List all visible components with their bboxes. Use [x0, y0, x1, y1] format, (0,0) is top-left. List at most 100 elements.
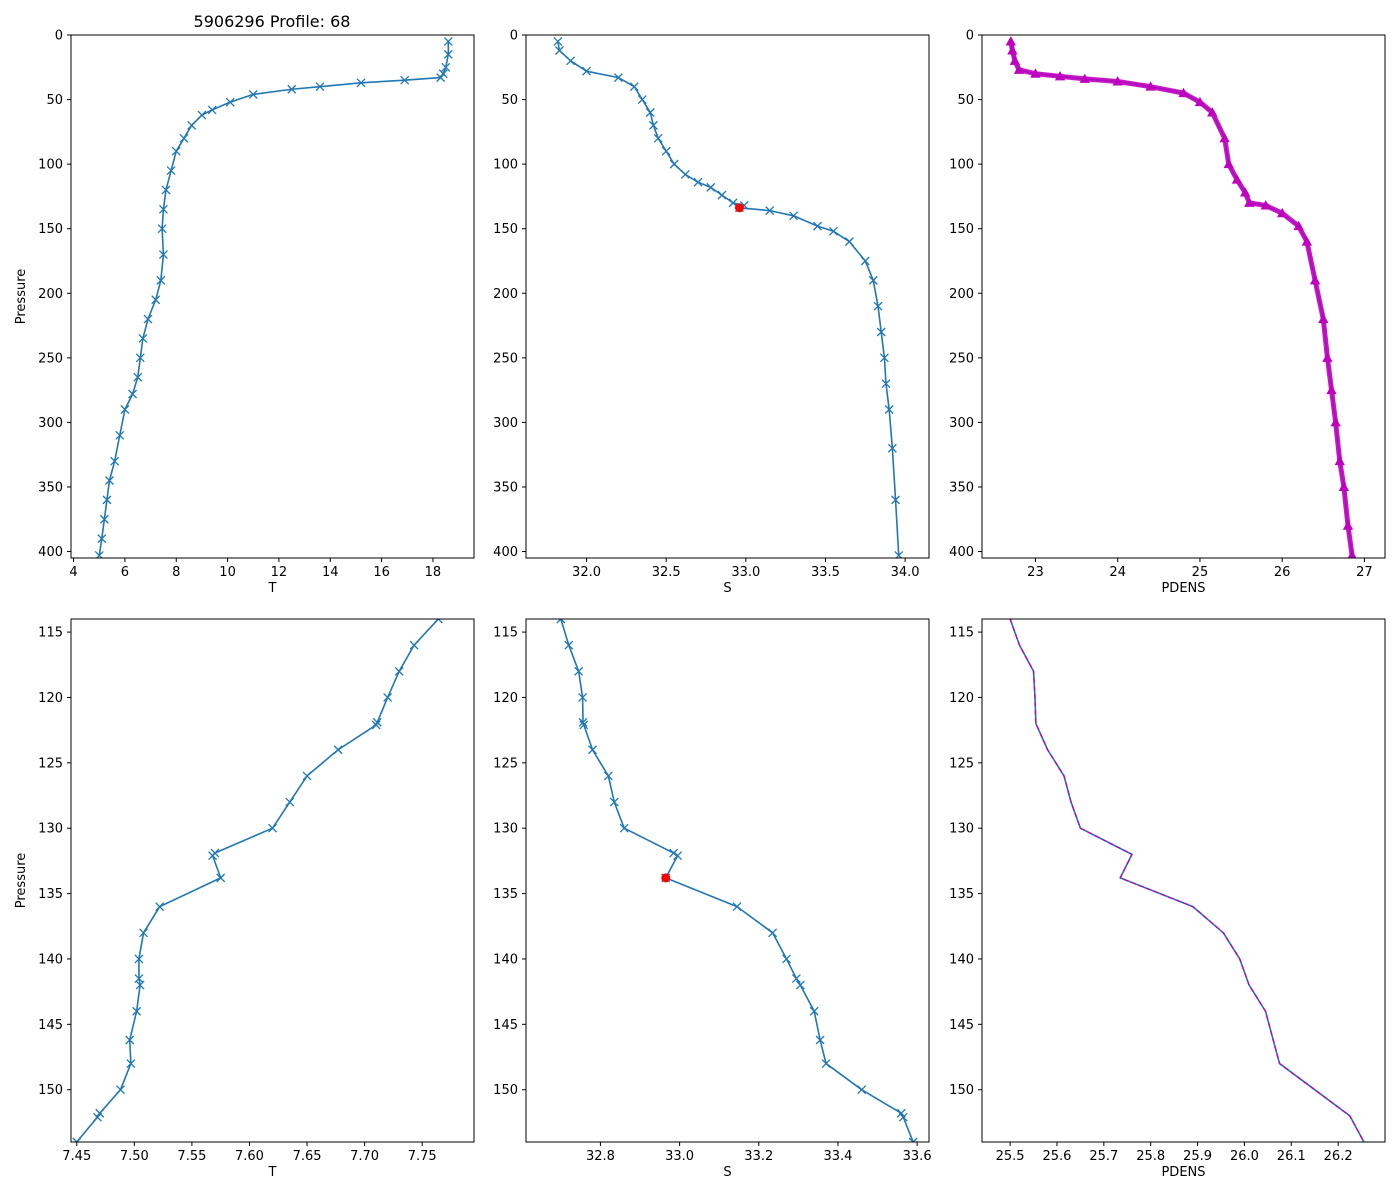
x-tick-label: 33.4: [823, 1149, 852, 1164]
data-point: [134, 954, 144, 964]
data-point: [884, 405, 894, 414]
data-point: [613, 73, 623, 83]
data-layer: [94, 36, 453, 558]
y-tick-label: 300: [493, 416, 518, 431]
x-tick-label: 16: [373, 565, 390, 580]
data-point: [287, 84, 297, 94]
panels: 4 6 8 10 12 14 16 18050100150200250300350400TPr…: [14, 29, 1386, 1180]
axes-frame: [70, 618, 475, 1143]
y-tick-label: 120: [493, 691, 518, 706]
data-point: [93, 1112, 102, 1122]
data-point: [433, 619, 443, 624]
data-point: [285, 797, 295, 807]
data-point: [873, 301, 883, 311]
x-tick-label: 7.65: [293, 1149, 322, 1164]
data-point: [789, 211, 799, 221]
y-tick-label: 400: [38, 545, 63, 560]
data-point: [881, 379, 891, 389]
data-point: [782, 954, 791, 964]
x-tick-label: 18: [425, 565, 442, 580]
series-line: [1010, 41, 1353, 556]
y-tick-label: 350: [38, 480, 63, 495]
data-point: [768, 928, 778, 938]
data-layer: [72, 619, 443, 1142]
data-point: [126, 1059, 136, 1069]
x-tick-label: 7.60: [235, 1149, 264, 1164]
data-point: [409, 640, 419, 650]
y-tick-label: 125: [949, 756, 974, 771]
data-point: [125, 1035, 135, 1045]
data-point: [102, 495, 112, 505]
x-axis-label: T: [268, 581, 277, 596]
x-tick-label: 23: [1027, 565, 1044, 580]
data-point: [609, 797, 619, 807]
y-tick-label: 0: [55, 29, 63, 44]
data-point: [333, 745, 343, 755]
y-tick-label: 400: [949, 545, 974, 560]
data-point: [669, 848, 679, 858]
y-tick-label: 200: [38, 287, 63, 302]
x-tick-label: 7.55: [177, 1149, 206, 1164]
x-axis-label: T: [268, 1165, 277, 1180]
data-point: [151, 295, 161, 305]
panel-T_zoom: 7.45 7.50 7.55 7.60 7.65 7.70 7.75 115 120 125 130…: [14, 618, 475, 1180]
y-tick-label: 140: [949, 952, 974, 967]
data-point: [158, 204, 168, 214]
data-point: [207, 105, 217, 115]
y-tick-label: 120: [949, 691, 974, 706]
data-point: [443, 36, 453, 46]
data-point: [400, 75, 410, 85]
data-point: [248, 89, 258, 99]
x-tick-label: 7.45: [62, 1149, 91, 1164]
panel-S_full: 32.0 32.5 33.0 33.5 34.0 0 50 100 150 200 250 300 35…: [493, 29, 930, 596]
data-point: [179, 133, 189, 143]
x-tick-label: 33.5: [811, 565, 840, 580]
x-tick-label: 33.0: [665, 1149, 694, 1164]
x-tick-label: 32.8: [586, 1149, 615, 1164]
axes-frame: [981, 34, 1386, 559]
y-tick-label: 115: [949, 626, 974, 641]
y-tick-label: 135: [949, 887, 974, 902]
y-tick-label: 130: [38, 822, 63, 837]
y-tick-label: 250: [38, 351, 63, 366]
y-tick-label: 140: [493, 952, 518, 967]
data-point: [603, 771, 613, 781]
y-tick-label: 50: [957, 93, 974, 108]
data-point: [554, 46, 564, 55]
data-point: [828, 226, 838, 236]
data-point: [208, 851, 218, 861]
x-tick-label: 12: [271, 565, 288, 580]
data-point: [443, 49, 453, 59]
data-point: [717, 190, 727, 200]
data-point: [268, 823, 277, 833]
data-point: [765, 206, 775, 216]
data-point: [706, 182, 716, 192]
y-tick-label: 150: [949, 222, 974, 237]
data-point: [876, 327, 886, 337]
x-tick-label: 8: [172, 565, 180, 580]
series-line: [98, 41, 450, 556]
y-tick-label: 100: [493, 158, 518, 173]
data-point: [372, 717, 382, 727]
y-tick-label: 300: [38, 416, 63, 431]
data-point: [648, 120, 658, 130]
data-layer: [556, 619, 918, 1142]
x-tick-label: 25.6: [1043, 1149, 1072, 1164]
highlight-point: [661, 873, 671, 883]
panel-PDENS_zoom: 25.5 25.6 25.7 25.8 25.9 26.0 26.1 26.2 115 120 12…: [949, 618, 1386, 1180]
y-tick-label: 100: [38, 158, 63, 173]
data-point: [579, 720, 589, 730]
data-point: [225, 97, 235, 107]
x-tick-label: 26.0: [1230, 1149, 1259, 1164]
y-tick-label: 125: [38, 756, 63, 771]
y-tick-label: 300: [949, 416, 974, 431]
panel-S_zoom: 32.8 33.0 33.2 33.4 33.6 115 120 125 130 135 140 14…: [493, 618, 932, 1180]
data-point: [438, 69, 448, 79]
y-tick-label: 350: [493, 480, 518, 495]
data-point: [629, 82, 639, 92]
data-layer: [1005, 36, 1357, 558]
data-point: [553, 36, 563, 46]
data-point: [94, 550, 104, 558]
data-point: [821, 1059, 831, 1069]
